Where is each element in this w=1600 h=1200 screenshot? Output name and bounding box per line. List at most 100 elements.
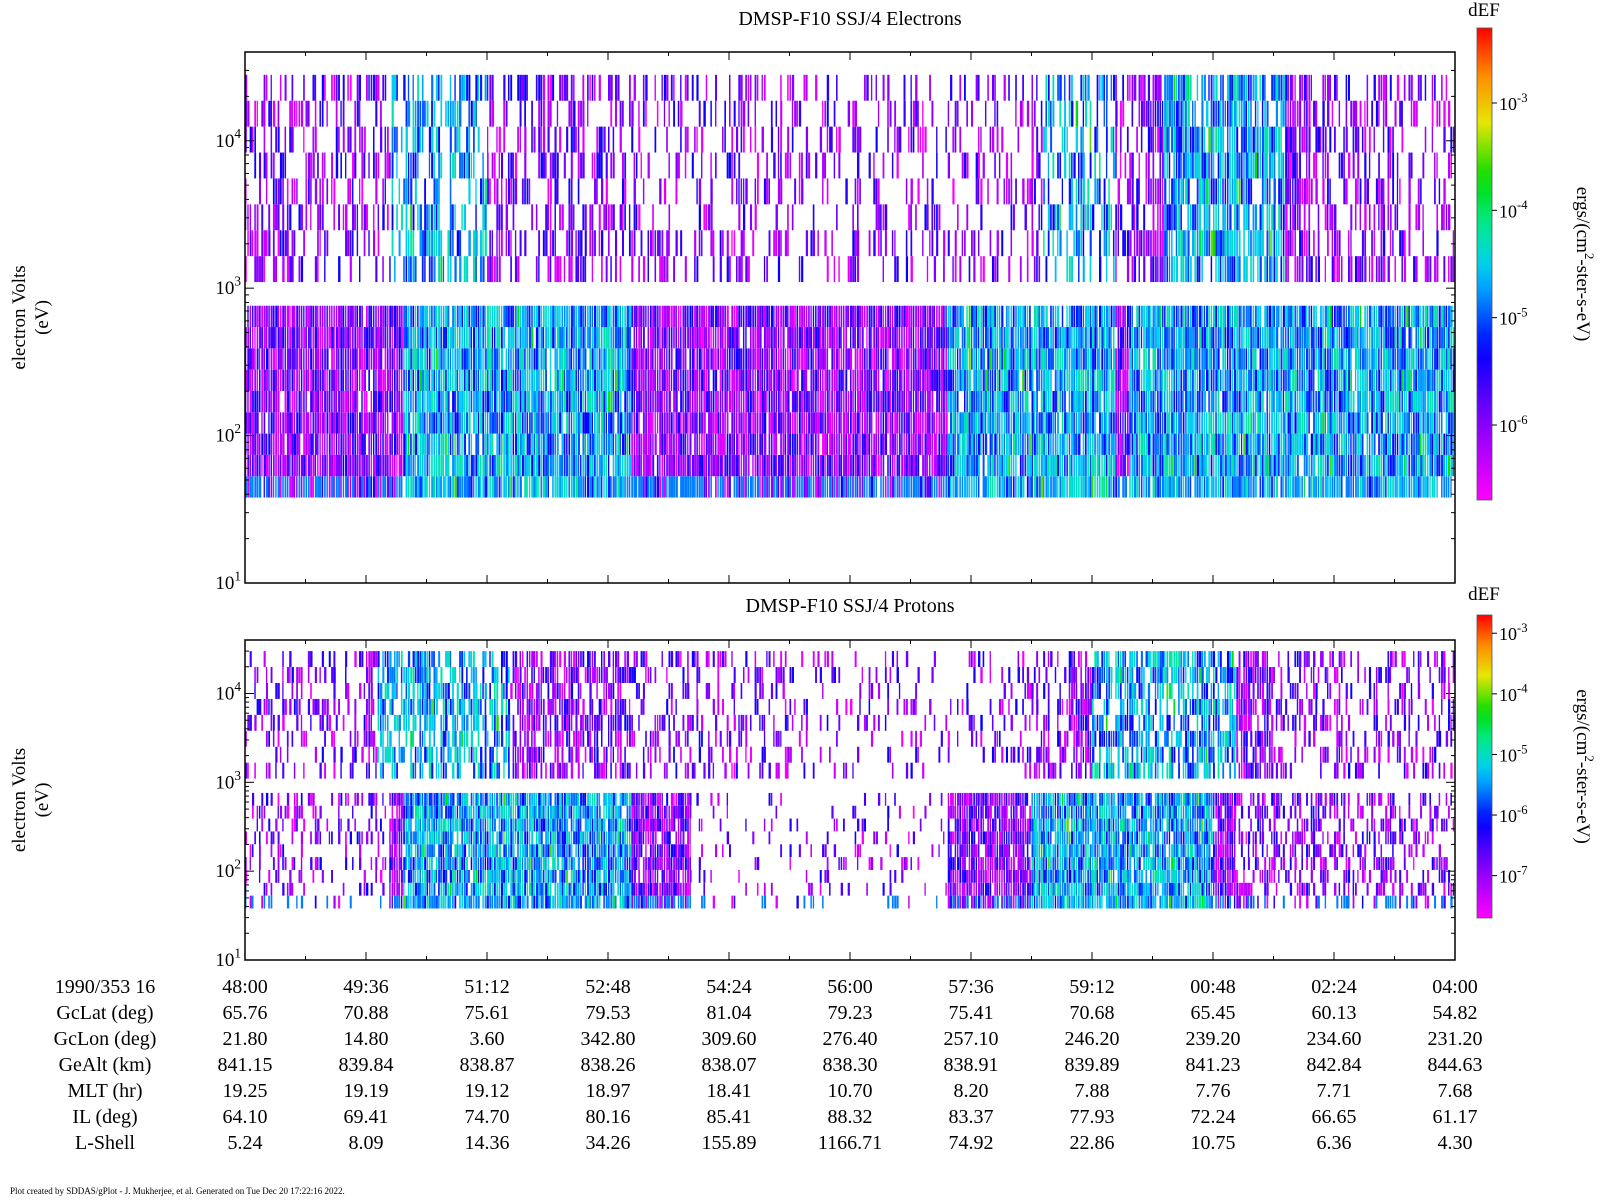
- spectrogram-cell: [1187, 230, 1190, 257]
- spectrogram-cell: [915, 327, 917, 349]
- spectrogram-cell: [296, 412, 299, 434]
- spectrogram-cell: [614, 390, 617, 413]
- spectrogram-cell: [342, 454, 345, 477]
- spectrogram-cell: [382, 369, 385, 391]
- spectrogram-cell: [1206, 178, 1209, 205]
- spectrogram-cell: [884, 327, 887, 349]
- spectrogram-cell: [482, 230, 484, 257]
- spectrogram-cell: [461, 152, 464, 179]
- spectrogram-cell: [687, 433, 689, 455]
- spectrogram-cell: [612, 204, 615, 231]
- spectrogram-cell: [307, 412, 310, 434]
- spectrogram-cell: [817, 476, 820, 498]
- spectrogram-cell: [933, 476, 936, 498]
- spectrogram-cell: [349, 454, 352, 477]
- spectrogram-cell: [710, 412, 713, 434]
- spectrogram-cell: [677, 454, 680, 477]
- spectrogram-cell: [1147, 74, 1151, 101]
- spectrogram-cell: [1040, 305, 1043, 328]
- spectrogram-cell: [635, 390, 639, 413]
- spectrogram-cell: [624, 433, 627, 455]
- spectrogram-cell: [449, 348, 452, 370]
- spectrogram-cell: [421, 126, 424, 153]
- spectrogram-cell: [305, 412, 308, 434]
- spectrogram-cell: [375, 476, 378, 498]
- spectrogram-cell: [645, 100, 647, 127]
- spectrogram-cell: [891, 152, 894, 179]
- spectrogram-cell: [801, 178, 804, 205]
- spectrogram-cell: [868, 348, 871, 370]
- spectrogram-cell: [894, 126, 896, 153]
- spectrogram-cell: [675, 476, 678, 498]
- spectrogram-cell: [1199, 256, 1201, 283]
- spectrogram-cell: [912, 369, 915, 391]
- spectrogram-cell: [768, 454, 771, 477]
- spectrogram-cell: [754, 126, 757, 153]
- spectrogram-cell: [1245, 74, 1248, 101]
- spectrogram-cell: [547, 390, 550, 413]
- spectrogram-cell: [489, 348, 492, 370]
- spectrogram-cell: [503, 390, 505, 413]
- spectrogram-cell: [428, 204, 431, 231]
- spectrogram-cell: [598, 369, 601, 391]
- spectrogram-cell: [694, 256, 696, 283]
- spectrogram-cell: [1187, 126, 1189, 153]
- spectrogram-cell: [526, 369, 529, 391]
- spectrogram-cell: [1422, 204, 1424, 231]
- spectrogram-cell: [577, 348, 580, 370]
- spectrogram-cell: [554, 412, 557, 434]
- spectrogram-cell: [449, 178, 452, 205]
- spectrogram-cell: [1061, 126, 1064, 153]
- spectrogram-cell: [1264, 100, 1266, 127]
- spectrogram-cell: [298, 100, 301, 127]
- spectrogram-cell: [463, 476, 467, 498]
- spectrogram-cell: [468, 327, 471, 349]
- spectrogram-cell: [989, 348, 992, 370]
- spectrogram-cell: [591, 256, 594, 283]
- spectrogram-cell: [1026, 390, 1029, 413]
- spectrogram-cell: [1159, 74, 1162, 101]
- spectrogram-cell: [1010, 152, 1013, 179]
- spectrogram-cell: [638, 204, 641, 231]
- spectrogram-cell: [1178, 152, 1181, 179]
- spectrogram-cell: [382, 454, 385, 477]
- spectrogram-cell: [1026, 348, 1029, 370]
- spectrogram-cell: [777, 152, 780, 179]
- spectrogram-cell: [836, 126, 838, 153]
- spectrogram-cell: [601, 390, 604, 413]
- spectrogram-cell: [933, 348, 936, 370]
- spectrogram-cell: [293, 433, 297, 455]
- spectrogram-cell: [496, 476, 498, 498]
- spectrogram-cell: [1057, 204, 1060, 231]
- spectrogram-cell: [254, 390, 257, 413]
- spectrogram-cell: [642, 476, 645, 498]
- spectrogram-cell: [966, 204, 969, 231]
- spectrogram-cell: [684, 369, 687, 391]
- spectrogram-cell: [661, 390, 664, 413]
- spectrogram-cell: [680, 433, 682, 455]
- spectrogram-cell: [587, 412, 590, 434]
- spectrogram-cell: [910, 390, 912, 413]
- spectrogram-cell: [559, 390, 562, 413]
- spectrogram-cell: [775, 348, 778, 370]
- spectrogram-cell: [964, 348, 967, 370]
- spectrogram-cell: [524, 476, 527, 498]
- spectrogram-cell: [977, 230, 980, 257]
- spectrogram-cell: [347, 327, 350, 349]
- spectrogram-cell: [263, 152, 266, 179]
- spectrogram-cell: [370, 305, 373, 328]
- spectrogram-cell: [761, 412, 764, 434]
- spectrogram-cell: [873, 369, 876, 391]
- spectrogram-cell: [489, 327, 491, 349]
- spectrogram-cell: [1015, 412, 1018, 434]
- spectrogram-cell: [438, 74, 440, 101]
- spectrogram-cell: [1094, 126, 1097, 153]
- spectrogram-cell: [512, 412, 515, 434]
- spectrogram-cell: [770, 412, 774, 434]
- spectrogram-cell: [745, 369, 748, 391]
- spectrogram-cell: [1343, 126, 1345, 153]
- spectrogram-cell: [438, 433, 441, 455]
- spectrogram-cell: [340, 152, 342, 179]
- spectrogram-cell: [1038, 454, 1041, 477]
- spectrogram-cell: [952, 433, 955, 455]
